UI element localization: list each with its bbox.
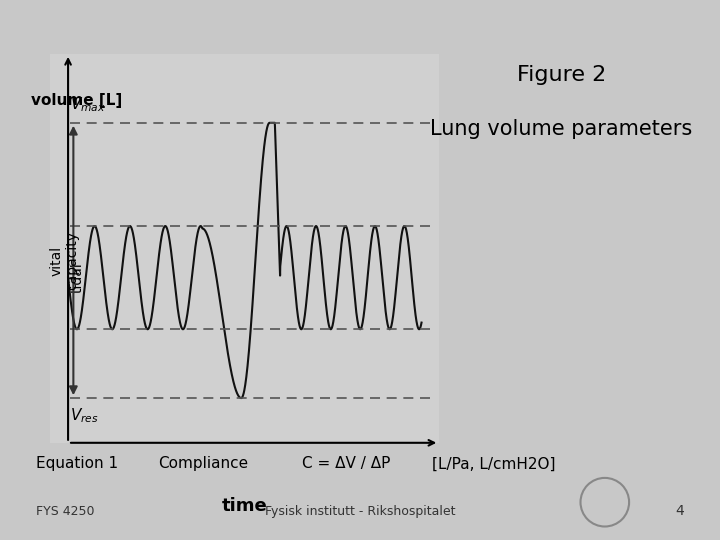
Text: tidal: tidal — [71, 262, 85, 293]
Text: [L/Pa, L/cmH2O]: [L/Pa, L/cmH2O] — [432, 456, 556, 471]
Text: $V_{max}$: $V_{max}$ — [70, 96, 106, 114]
Text: 4: 4 — [675, 504, 684, 518]
Text: time: time — [222, 497, 268, 515]
Text: C = ΔV / ΔP: C = ΔV / ΔP — [302, 456, 391, 471]
Text: $V_{res}$: $V_{res}$ — [70, 407, 99, 426]
Text: Fysisk institutt - Rikshospitalet: Fysisk institutt - Rikshospitalet — [265, 505, 455, 518]
Text: vital
capacity: vital capacity — [50, 231, 80, 290]
Text: volume [L]: volume [L] — [31, 93, 122, 108]
Text: Lung volume parameters: Lung volume parameters — [431, 119, 693, 139]
Text: Compliance: Compliance — [158, 456, 248, 471]
Text: Equation 1: Equation 1 — [36, 456, 118, 471]
Text: Figure 2: Figure 2 — [517, 65, 606, 85]
Text: FYS 4250: FYS 4250 — [36, 505, 94, 518]
